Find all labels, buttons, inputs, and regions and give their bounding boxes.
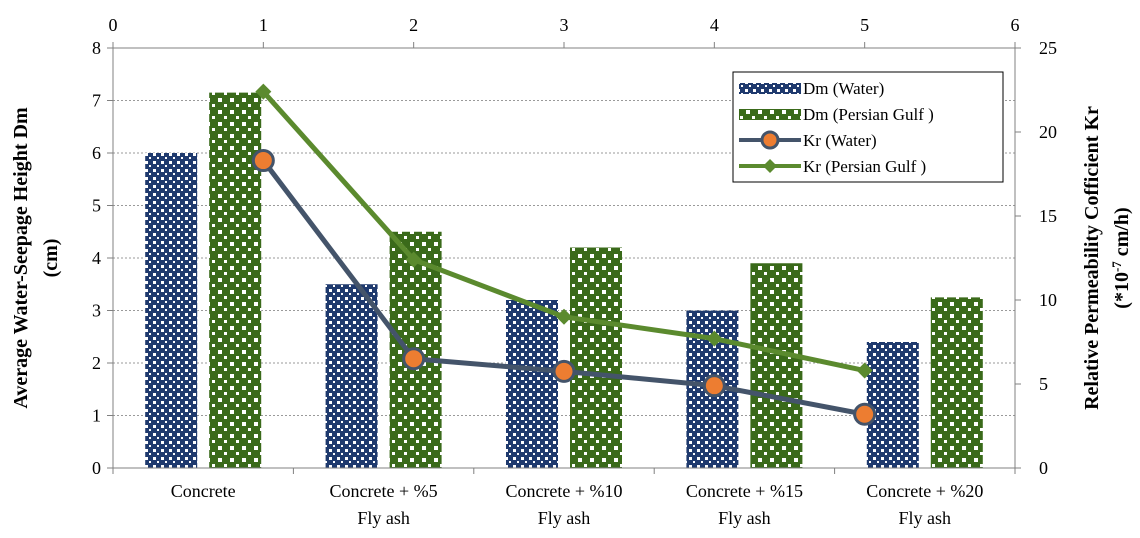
y2-axis-title: Relative Permeability Cofficient Kr (*10-… — [1081, 106, 1133, 410]
x2-tick-label: 5 — [860, 15, 869, 35]
y-tick-label: 5 — [92, 196, 101, 216]
y-tick-label: 0 — [92, 458, 101, 478]
y-tick-label: 4 — [92, 248, 101, 268]
y-tick-label: 6 — [92, 143, 101, 163]
category-label-line: Fly ash — [718, 508, 771, 528]
y2-axis-title-line: cm/h) — [1111, 207, 1133, 261]
bar-dm-water — [145, 153, 197, 468]
y2-tick-label: 10 — [1039, 290, 1057, 310]
point-kr-water — [404, 349, 424, 369]
category-label: Concrete — [171, 481, 236, 501]
legend: Dm (Water) Dm (Persian Gulf ) Kr (Water) Kr… — [733, 72, 1003, 182]
y-tick-label: 7 — [92, 91, 101, 111]
legend-label: Dm (Water) — [803, 79, 884, 98]
y-axis-title-line: Average Water-Seepage Height Dm — [10, 107, 32, 409]
bar-dm-water — [326, 284, 378, 468]
y-tick-label: 3 — [92, 301, 101, 321]
y2-tick-label: 0 — [1039, 458, 1048, 478]
bar-dm-water — [506, 300, 558, 468]
y2-tick-label: 15 — [1039, 206, 1057, 226]
bar-dm-gulf — [750, 263, 802, 468]
y2-axis-title-line: Relative Permeability Cofficient Kr — [1081, 106, 1103, 410]
bar-dm-gulf — [209, 93, 261, 468]
y2-tick-label: 20 — [1039, 122, 1057, 142]
category-label-line: Concrete + %5 — [330, 481, 438, 501]
legend-swatch-dm-water — [739, 83, 801, 94]
category-label-line: Fly ash — [899, 508, 952, 528]
category-label: Concrete + %20 Fly ash — [866, 481, 983, 528]
category-label: Concrete + %5 Fly ash — [330, 481, 438, 528]
point-kr-water — [704, 376, 724, 396]
category-label-line: Fly ash — [538, 508, 591, 528]
legend-swatch-dm-gulf — [739, 109, 801, 120]
x2-tick-label: 2 — [409, 15, 418, 35]
y-tick-label: 8 — [92, 38, 101, 58]
x2-tick-label: 6 — [1011, 15, 1020, 35]
point-kr-water — [253, 151, 273, 171]
y2-tick-label: 5 — [1039, 374, 1048, 394]
legend-label: Kr (Persian Gulf ) — [803, 157, 926, 176]
y-axis-title-line: (cm) — [40, 239, 62, 278]
y-axis-title: Average Water-Seepage Height Dm (cm) — [10, 107, 62, 409]
point-kr-gulf — [556, 309, 572, 325]
category-label-line: Concrete + %15 — [686, 481, 803, 501]
bar-dm-gulf — [931, 297, 983, 468]
category-label: Concrete + %10 Fly ash — [505, 481, 622, 528]
x2-tick-label: 0 — [109, 15, 118, 35]
category-label: Concrete + %15 Fly ash — [686, 481, 803, 528]
y-tick-label: 1 — [92, 406, 101, 426]
bar-dm-water — [867, 342, 919, 468]
legend-label: Dm (Persian Gulf ) — [803, 105, 934, 124]
y2-tick-label: 25 — [1039, 38, 1057, 58]
legend-marker-kr-water — [762, 132, 778, 148]
point-kr-water — [855, 404, 875, 424]
x2-tick-label: 4 — [710, 15, 719, 35]
x2-tick-label: 1 — [259, 15, 268, 35]
category-label-line: Concrete + %10 — [505, 481, 622, 501]
category-label-line: Fly ash — [357, 508, 410, 528]
bar-dm-gulf — [570, 248, 622, 469]
y2-axis-title-line: (*10 — [1111, 272, 1133, 309]
legend-label: Kr (Water) — [803, 131, 877, 150]
y2-axis-title-superscript: -7 — [1109, 261, 1124, 272]
x2-tick-label: 3 — [560, 15, 569, 35]
category-label-line: Concrete — [171, 481, 236, 501]
point-kr-water — [554, 361, 574, 381]
category-label-line: Concrete + %20 — [866, 481, 983, 501]
y-tick-label: 2 — [92, 353, 101, 373]
